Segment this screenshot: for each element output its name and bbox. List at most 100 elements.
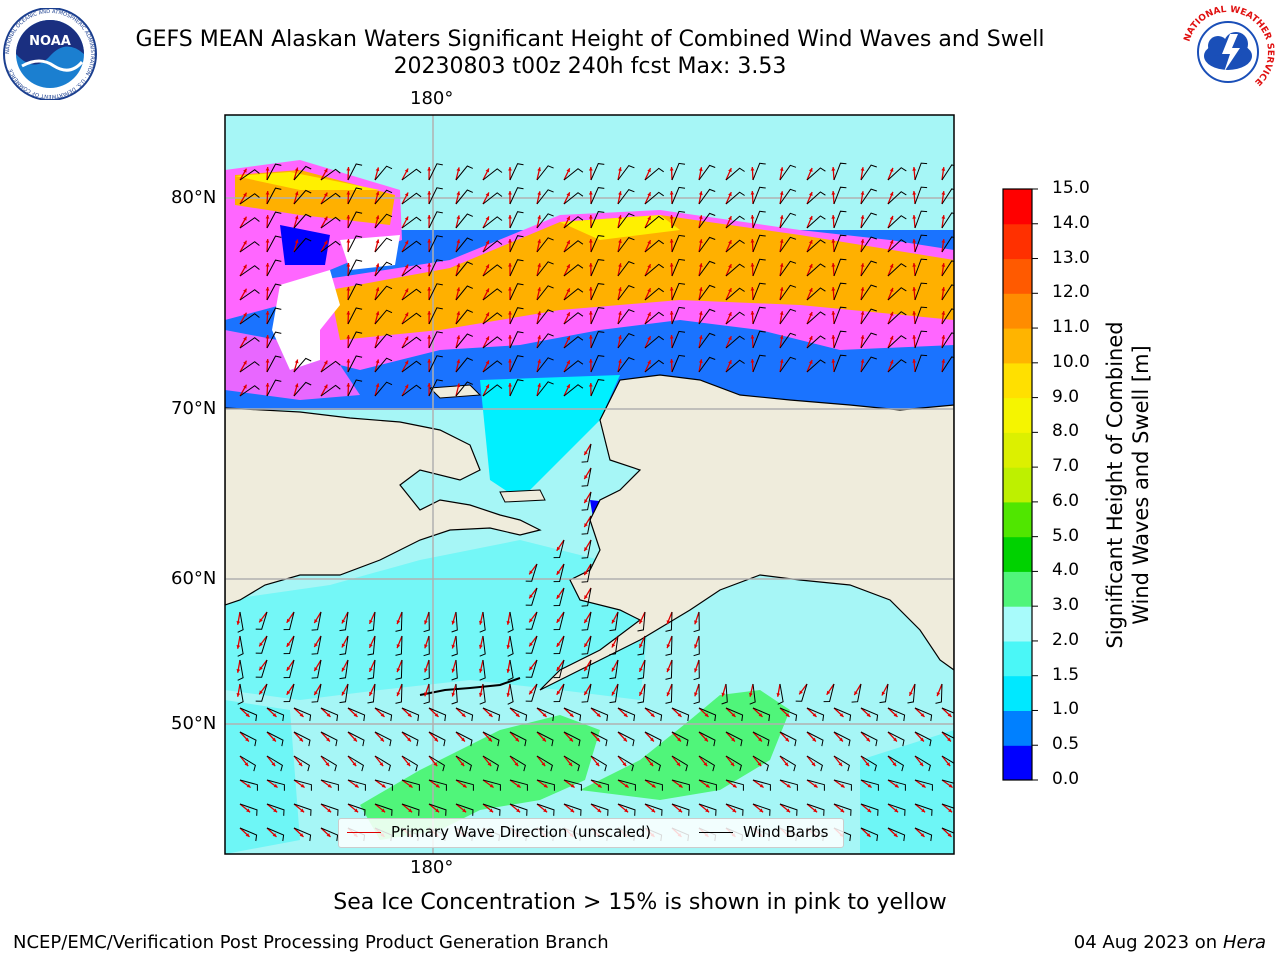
wind-barb (239, 265, 260, 277)
wind-barb (644, 311, 664, 325)
wave-direction-arrowhead (396, 692, 401, 697)
wave-direction-arrowhead (889, 311, 894, 316)
wind-barb (725, 707, 744, 722)
wind-barb (293, 803, 312, 816)
wind-barb (507, 683, 514, 705)
wind-barb (239, 313, 260, 325)
wind-barb (320, 192, 341, 205)
wind-barb (752, 779, 771, 791)
wave-direction-arrowhead (427, 263, 432, 267)
wave-direction-arrowhead (860, 239, 865, 243)
wave-direction-arrowhead (369, 643, 373, 648)
wind-barb (451, 611, 458, 633)
wind-barb (455, 285, 473, 301)
wind-barb (395, 635, 403, 656)
wind-barb (320, 755, 337, 772)
wind-barb (941, 827, 954, 834)
colorbar-segment (1003, 467, 1032, 503)
wave-direction-arrowhead (840, 783, 845, 788)
wave-direction-arrowhead (750, 167, 755, 171)
wind-barb (536, 309, 554, 325)
wave-direction-arrowhead (516, 783, 521, 788)
wave-direction-arrowhead (831, 167, 836, 171)
wave-direction-arrowhead (912, 287, 917, 291)
wave-direction-arrowhead (779, 263, 784, 267)
wave-direction-arrowhead (647, 264, 651, 269)
wind-barb (347, 755, 364, 772)
wave-direction-arrowhead (323, 360, 328, 365)
wind-barb (665, 659, 673, 680)
wind-barb (887, 311, 907, 325)
wave-direction-arrowhead (456, 383, 461, 388)
wind-barb (255, 611, 268, 630)
wave-direction-arrowhead (243, 240, 247, 245)
wave-direction-arrowhead (812, 713, 817, 717)
wave-direction-arrowhead (396, 644, 401, 649)
wave-direction-arrowhead (326, 833, 331, 837)
wave-direction-arrowhead (669, 215, 674, 219)
wind-barb (581, 683, 592, 703)
wind-barb (752, 210, 766, 229)
wave-direction-arrowhead (508, 239, 512, 243)
wave-direction-arrowhead (750, 263, 755, 267)
wind-barb (428, 355, 443, 373)
wind-barb (339, 611, 349, 632)
wave-direction-arrowhead (647, 168, 651, 173)
wave-direction-arrowhead (369, 619, 373, 624)
wave-direction-arrowhead (566, 168, 570, 173)
wave-direction-arrowhead (698, 263, 703, 268)
wind-barb (671, 755, 688, 772)
wave-direction-arrowhead (728, 312, 732, 317)
wind-barb (320, 240, 341, 253)
wave-direction-arrowhead (912, 359, 917, 363)
wave-direction-arrowhead (556, 666, 561, 671)
wind-barb (347, 235, 363, 253)
wind-barb (860, 332, 877, 349)
map-legend: Primary Wave Direction (unscaled) Wind B… (338, 818, 844, 848)
wind-barb (536, 237, 554, 253)
wind-barb (347, 259, 363, 277)
wave-direction-arrowhead (485, 312, 489, 317)
wind-barb (401, 216, 422, 229)
wave-direction-arrowhead (265, 287, 270, 291)
wave-direction-arrowhead (588, 287, 593, 291)
wind-barb (725, 215, 745, 229)
wind-barb (563, 384, 584, 397)
wave-direction-arrowhead (694, 620, 698, 625)
wave-direction-arrowhead (639, 619, 643, 624)
wind-barb (428, 803, 447, 816)
alaska-landmass (539, 374, 954, 691)
footer-credit: NCEP/EMC/Verification Post Processing Pr… (13, 932, 609, 953)
wave-direction-arrowhead (759, 808, 764, 813)
colorbar-tick-label: 7.0 (1052, 456, 1080, 477)
wave-direction-arrowhead (611, 619, 616, 624)
wave-direction-arrowhead (694, 692, 698, 697)
wave-direction-arrowhead (529, 618, 533, 623)
wind-barb (941, 308, 954, 325)
wind-barb (563, 168, 584, 181)
wind-barb (455, 779, 474, 791)
wave-direction-arrowhead (750, 191, 755, 195)
wind-barb (266, 331, 282, 349)
wave-direction-arrowhead (427, 191, 432, 195)
wave-direction-arrowhead (893, 713, 898, 717)
wave-direction-arrowhead (785, 737, 789, 742)
wind-barb (590, 755, 607, 772)
wave-direction-arrowhead (860, 263, 865, 267)
wave-direction-arrowhead (286, 642, 291, 647)
wave-direction-arrowhead (569, 713, 574, 717)
wind-barb (266, 307, 282, 325)
wind-barb (914, 755, 931, 772)
wave-direction-arrowhead (271, 762, 276, 767)
wave-direction-arrowhead (514, 762, 519, 767)
wave-direction-arrowhead (831, 359, 836, 363)
wave-direction-arrowhead (508, 359, 512, 363)
wave-direction-arrowhead (889, 239, 894, 244)
wind-barb (347, 283, 363, 301)
wind-barb (266, 707, 285, 722)
wave-direction-arrowhead (244, 762, 249, 767)
wave-direction-arrowhead (346, 383, 351, 387)
wind-barb (914, 827, 933, 842)
wind-barb (860, 731, 878, 747)
